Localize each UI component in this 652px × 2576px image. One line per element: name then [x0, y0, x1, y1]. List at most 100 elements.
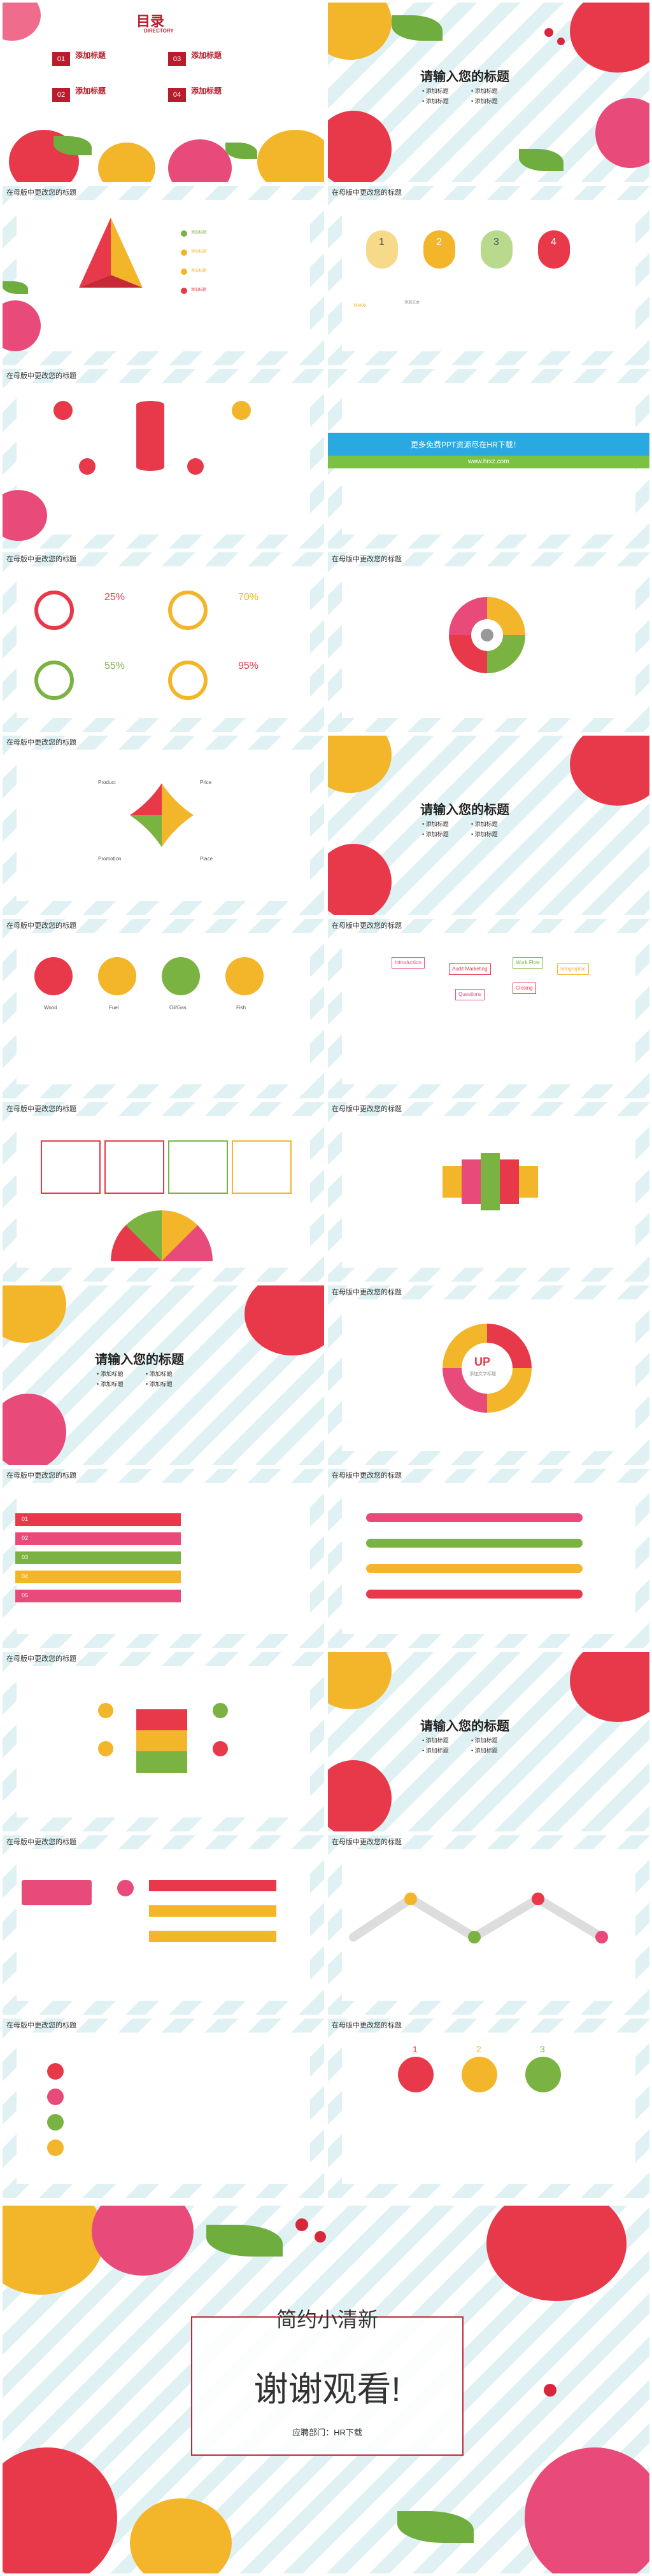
slide-social[interactable]: 在母版中更改您的标题	[3, 2019, 324, 2198]
slide-4p[interactable]: 在母版中更改您的标题 Product Price Promotion Place	[3, 736, 324, 915]
fish-icon	[225, 957, 264, 995]
zigzag-path	[349, 1893, 608, 1943]
user-icon	[47, 2063, 64, 2080]
pin-number: 2	[476, 2044, 481, 2054]
instagram-icon	[232, 401, 251, 420]
bullet: • 添加标题	[471, 1737, 498, 1744]
twitter-icon	[462, 2057, 497, 2092]
banner-url[interactable]: www.hrxz.com	[468, 458, 509, 465]
flow-box: Introduction	[392, 957, 425, 969]
flow-box: Work Flow	[513, 957, 543, 969]
legend-dot	[181, 249, 187, 256]
gear-icon	[481, 629, 493, 641]
legend-dot	[181, 230, 187, 237]
slide-pyramid[interactable]: 在母版中更改您的标题 添加标题 添加标题 添加标题 添加标题	[3, 186, 324, 365]
step-number: 2	[436, 237, 442, 248]
toc-subtitle: DIRECTORY	[144, 28, 174, 34]
slide-header: 在母版中更改您的标题	[6, 372, 76, 380]
flower	[3, 1285, 66, 1343]
step-pill	[538, 230, 570, 269]
slide-icons[interactable]: 在母版中更改您的标题	[3, 369, 324, 549]
stripe-num: 04	[22, 1573, 29, 1579]
ring-center-sub: 添加文字标题	[469, 1372, 496, 1376]
toc-num: 02	[52, 88, 70, 102]
res-label: Wood	[44, 1005, 57, 1011]
flower	[130, 2498, 232, 2573]
step-pill	[481, 230, 513, 269]
step-pill	[423, 230, 455, 269]
megaphone-icon	[47, 2114, 64, 2131]
leaf	[397, 2511, 474, 2543]
bullet: • 添加标题	[471, 831, 498, 837]
banner-strip	[328, 456, 649, 468]
slide-header: 在母版中更改您的标题	[6, 1472, 76, 1480]
percent-value: 55%	[104, 661, 125, 671]
slide-section-4[interactable]: 请输入您的标题 • 添加标题 • 添加标题 • 添加标题 • 添加标题	[328, 1652, 649, 1831]
banner-bar	[328, 433, 649, 456]
toc-label[interactable]: 添加标题	[191, 87, 222, 95]
rocket-icon	[98, 957, 136, 995]
berry	[315, 2231, 326, 2243]
slide-body	[17, 2033, 310, 2184]
slide-header: 在母版中更改您的标题	[6, 2022, 76, 2029]
ring-chart	[168, 591, 208, 630]
bar-3d	[519, 1166, 538, 1198]
bullet: • 添加标题	[422, 1747, 449, 1754]
flower	[570, 736, 649, 806]
slide-section-2[interactable]: 请输入您的标题 • 添加标题 • 添加标题 • 添加标题 • 添加标题	[328, 736, 649, 915]
slide-header: 在母版中更改您的标题	[6, 189, 76, 197]
slide-header: 在母版中更改您的标题	[332, 922, 402, 930]
toc-label[interactable]: 添加标题	[75, 51, 106, 60]
section-title: 请输入您的标题	[95, 1353, 184, 1367]
slide-banner[interactable]: 更多免费PPT资源尽在HR下载！ www.hrxz.com	[328, 369, 649, 549]
diamond-icon	[117, 1880, 134, 1896]
slide-cards[interactable]: 在母版中更改您的标题	[3, 1102, 324, 1282]
arrow-band	[366, 1539, 583, 1548]
ring-center-text: UP	[474, 1355, 491, 1368]
4p-diagram	[130, 783, 194, 847]
slide-steps[interactable]: 在母版中更改您的标题 1 2 3 4 »»» 添加文本	[328, 186, 649, 365]
slide-header: 在母版中更改您的标题	[332, 2022, 402, 2029]
banner-text[interactable]: 更多免费PPT资源尽在HR下载！	[411, 440, 521, 449]
slide-zigzag[interactable]: 在母版中更改您的标题	[328, 1835, 649, 2015]
berry	[295, 2218, 308, 2231]
cart-icon	[213, 1741, 228, 1756]
slide-header: 在母版中更改您的标题	[332, 556, 402, 563]
leaf	[519, 149, 563, 171]
toc-num: 01	[52, 52, 70, 66]
slide-stripes[interactable]: 在母版中更改您的标题 01 02 03 04 05	[3, 1469, 324, 1648]
slide-pins[interactable]: 在母版中更改您的标题 1 2 3	[328, 2019, 649, 2198]
slide-section-1[interactable]: 请输入您的标题 • 添加标题 • 添加标题 • 添加标题 • 添加标题	[328, 3, 649, 182]
toc-label[interactable]: 添加标题	[75, 87, 106, 95]
bullet: • 添加标题	[471, 1747, 498, 1754]
slide-percent[interactable]: 在母版中更改您的标题 25% 70% 55% 95%	[3, 552, 324, 732]
flower	[244, 1285, 324, 1355]
slide-resources[interactable]: 在母版中更改您的标题 Wood Fuel Oil/Gas Fish	[3, 919, 324, 1098]
stripe-bar	[15, 1513, 181, 1526]
toc-label[interactable]: 添加标题	[191, 51, 222, 60]
toc-title: 目录	[136, 13, 165, 29]
flow-box: Infographic	[557, 963, 589, 975]
slide-header: 在母版中更改您的标题	[6, 1105, 76, 1113]
bullet: • 添加标题	[422, 98, 449, 104]
card	[168, 1140, 228, 1194]
slide-3d-bars[interactable]: 在母版中更改您的标题	[328, 1102, 649, 1282]
pin-number: 1	[413, 2044, 418, 2054]
flower	[328, 3, 392, 60]
slide-flow[interactable]: 在母版中更改您的标题 Introduction Audit Marketing …	[328, 919, 649, 1098]
arrows-icon: »»»	[353, 300, 367, 309]
flower	[328, 736, 392, 793]
slide-ring[interactable]: 在母版中更改您的标题 UP 添加文字标题	[328, 1285, 649, 1465]
slide-section-3[interactable]: 请输入您的标题 • 添加标题 • 添加标题 • 添加标题 • 添加标题	[3, 1285, 324, 1465]
final-title: 简约小清新	[276, 2308, 378, 2331]
ring-chart	[34, 591, 74, 630]
stack-graphic	[136, 401, 164, 471]
slide-toc[interactable]: 目录 DIRECTORY 01 添加标题 02 添加标题 03 添加标题 04 …	[3, 3, 324, 182]
legend-dot	[181, 269, 187, 275]
slide-arrows[interactable]: 在母版中更改您的标题	[328, 1469, 649, 1648]
berry	[544, 28, 553, 37]
slide-bag[interactable]: 在母版中更改您的标题	[3, 1652, 324, 1831]
slide-list[interactable]: 在母版中更改您的标题	[3, 1835, 324, 2015]
res-label: Oil/Gas	[169, 1005, 187, 1011]
slide-wheel[interactable]: 在母版中更改您的标题	[328, 552, 649, 732]
